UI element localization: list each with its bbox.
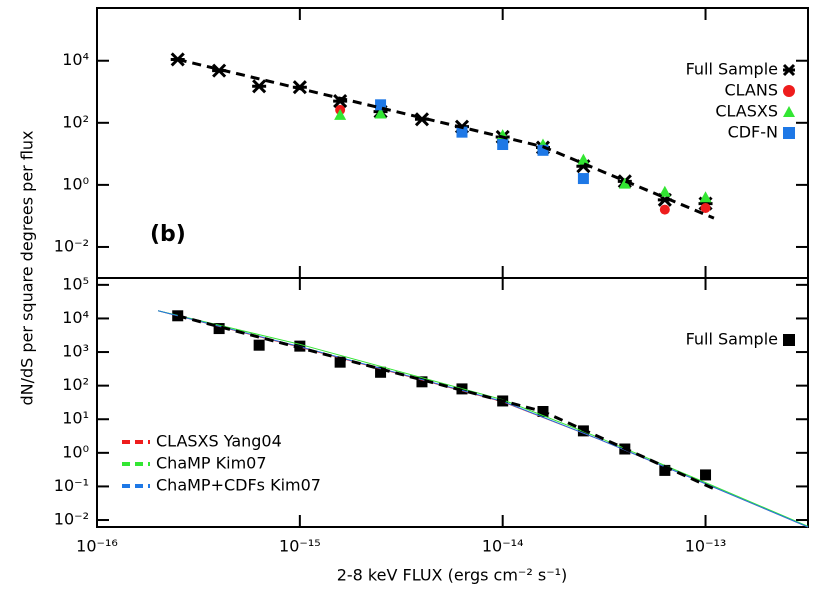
x-axis-label: 2-8 keV FLUX (ergs cm⁻² s⁻¹): [337, 566, 568, 585]
legend-label: CLASXS: [715, 102, 778, 121]
marker: [700, 469, 712, 481]
legend-label: Full Sample: [686, 330, 778, 349]
legend-label: CLASXS Yang04: [156, 432, 282, 451]
marker: [659, 464, 671, 476]
x-tick-label: 10⁻¹⁴: [482, 537, 524, 556]
x-tick-label: 10⁻¹⁶: [76, 537, 118, 556]
plot-frame: [96, 277, 809, 528]
y-tick-label: 10⁻²: [54, 236, 89, 255]
legend-label: ChaMP Kim07: [156, 454, 267, 473]
marker: [252, 79, 267, 94]
marker: [497, 139, 509, 151]
marker: [375, 99, 387, 111]
marker: [659, 204, 670, 215]
x-tick-label: 10⁻¹³: [685, 537, 727, 556]
marker: [537, 144, 549, 156]
legend-marker: [783, 127, 795, 139]
marker: [700, 203, 711, 214]
marker: [577, 153, 590, 165]
legend-marker: [782, 63, 796, 77]
marker: [416, 376, 428, 388]
x-tick-label: 10⁻¹⁵: [279, 537, 321, 556]
legend-marker: [783, 85, 795, 97]
plot-frame: [96, 7, 809, 279]
y-tick-label: 10³: [62, 342, 89, 361]
marker: [374, 107, 387, 119]
y-tick-label: 10⁴: [62, 50, 89, 69]
legend-label: ChaMP+CDFs Kim07: [156, 476, 321, 495]
marker: [699, 191, 712, 203]
y-tick-label: 10⁴: [62, 308, 89, 327]
marker: [333, 94, 348, 109]
legend-marker: [783, 334, 795, 346]
annotation: (b): [150, 222, 186, 247]
y-tick-label: 10²: [62, 375, 89, 394]
marker: [253, 339, 265, 351]
y-axis-label: dN/dS per square degrees per flux: [18, 130, 37, 405]
line: [157, 310, 809, 527]
y-tick-label: 10⁻¹: [54, 476, 89, 495]
marker: [375, 366, 387, 378]
legend-label: CDF-N: [728, 123, 778, 142]
line: [177, 314, 715, 491]
legend-label: CLANS: [724, 81, 778, 100]
y-tick-label: 10⁵: [62, 274, 89, 293]
legend-marker: [783, 106, 795, 117]
legend-label: Full Sample: [686, 60, 778, 79]
y-tick-label: 10⁻²: [54, 510, 89, 529]
marker: [334, 356, 346, 368]
marker: [618, 177, 631, 189]
line: [177, 57, 715, 220]
marker: [334, 108, 347, 120]
marker: [658, 185, 671, 197]
y-tick-label: 10⁰: [62, 442, 89, 461]
marker: [213, 323, 225, 335]
y-tick-label: 10¹: [62, 409, 89, 428]
marker: [577, 173, 589, 185]
y-tick-label: 10⁰: [62, 174, 89, 193]
line: [157, 310, 809, 528]
y-tick-label: 10²: [62, 112, 89, 131]
marker: [456, 126, 468, 138]
